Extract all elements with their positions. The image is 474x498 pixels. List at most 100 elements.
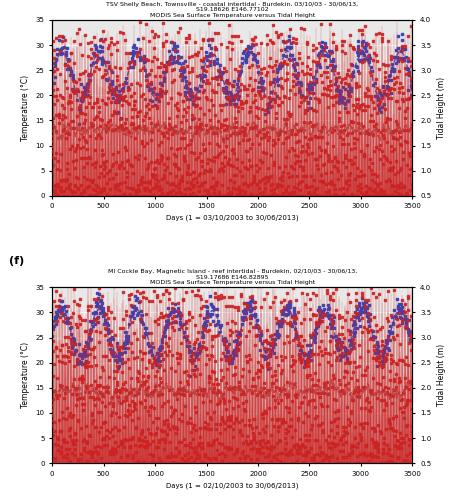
Point xyxy=(86,326,94,334)
Point xyxy=(155,438,163,446)
Point xyxy=(101,35,109,43)
Point xyxy=(205,139,212,147)
Point xyxy=(260,345,268,353)
Point xyxy=(146,179,154,187)
Point xyxy=(347,60,355,68)
Point xyxy=(199,391,206,399)
Point xyxy=(326,86,333,94)
Point xyxy=(248,389,255,397)
Point xyxy=(244,452,252,460)
Point xyxy=(230,419,238,427)
Point xyxy=(212,73,219,81)
Point xyxy=(149,452,156,460)
Point xyxy=(127,58,134,66)
Point xyxy=(141,443,148,451)
Point xyxy=(147,389,155,397)
Point xyxy=(274,75,282,83)
Point xyxy=(200,302,207,310)
Point xyxy=(393,295,401,303)
Point xyxy=(305,431,313,439)
Point xyxy=(60,176,68,184)
Point xyxy=(368,170,375,178)
Point xyxy=(243,309,250,317)
Point xyxy=(107,34,115,42)
Point xyxy=(109,162,116,170)
Point xyxy=(355,313,362,321)
Point xyxy=(182,81,190,89)
Point xyxy=(111,331,118,339)
Point xyxy=(263,40,271,48)
Point xyxy=(195,349,202,357)
Point xyxy=(327,426,335,434)
Point xyxy=(401,126,408,134)
Point xyxy=(333,345,341,353)
Point xyxy=(407,332,415,340)
Point xyxy=(155,459,163,467)
Point xyxy=(382,358,389,366)
Point xyxy=(288,192,295,200)
Point xyxy=(399,308,407,316)
Point xyxy=(225,340,232,348)
Point xyxy=(371,333,378,341)
Point xyxy=(332,74,340,82)
Point xyxy=(89,185,97,193)
Point xyxy=(323,402,330,410)
Point xyxy=(407,77,414,85)
Point xyxy=(57,176,65,184)
Point xyxy=(272,375,280,383)
Point xyxy=(250,178,257,186)
Point xyxy=(354,67,361,75)
Point xyxy=(267,347,275,355)
Point xyxy=(176,320,183,328)
Point xyxy=(387,311,394,319)
Point xyxy=(360,150,368,158)
Point xyxy=(137,315,145,323)
Point xyxy=(298,355,306,363)
Point xyxy=(329,101,337,109)
Point xyxy=(61,36,69,44)
Point xyxy=(158,175,166,183)
Point xyxy=(54,50,61,58)
Point xyxy=(66,185,73,193)
Point xyxy=(177,390,185,398)
Point xyxy=(400,438,407,446)
Point xyxy=(99,26,106,34)
Point xyxy=(281,389,288,397)
Point xyxy=(286,303,294,311)
Point xyxy=(262,354,269,362)
Point xyxy=(208,300,215,308)
Point xyxy=(113,72,121,80)
Point xyxy=(261,355,269,363)
Point xyxy=(327,311,334,319)
Point xyxy=(147,119,155,126)
Point xyxy=(111,63,118,71)
Point xyxy=(74,455,82,463)
Point xyxy=(334,346,342,354)
Point xyxy=(254,358,261,366)
Point xyxy=(328,48,336,56)
Point xyxy=(396,306,404,314)
Point xyxy=(169,306,177,314)
Point xyxy=(115,88,123,96)
Point xyxy=(269,78,277,86)
Point xyxy=(181,83,189,91)
Point xyxy=(128,290,135,298)
Point xyxy=(383,388,391,396)
Point xyxy=(156,73,164,81)
Point xyxy=(275,384,283,392)
Point xyxy=(139,116,147,124)
Point xyxy=(186,95,194,103)
Point xyxy=(160,132,167,140)
Point xyxy=(189,168,197,176)
Point xyxy=(397,179,405,187)
Point xyxy=(308,149,316,157)
Point xyxy=(141,324,149,332)
Point xyxy=(93,51,100,59)
Point xyxy=(360,152,368,160)
Point xyxy=(380,459,387,467)
Point xyxy=(236,428,244,436)
Point xyxy=(307,295,314,303)
Point xyxy=(268,191,275,199)
Point xyxy=(402,315,410,323)
Point xyxy=(168,314,176,322)
